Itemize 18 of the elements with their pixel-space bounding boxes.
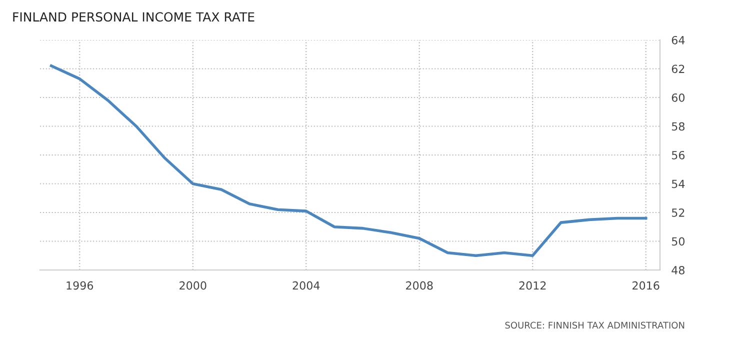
source-note: SOURCE: FINNISH TAX ADMINISTRATION <box>505 322 684 329</box>
x-tick-label: 2000 <box>180 281 206 290</box>
y-tick-label: 54 <box>672 180 685 188</box>
y-tick-label: 48 <box>672 266 684 274</box>
x-tick-label: 2016 <box>632 281 660 290</box>
y-tick-label: 62 <box>672 64 684 74</box>
x-tick-label: 2004 <box>292 281 320 290</box>
chart-title: FINLAND PERSONAL INCOME TAX RATE <box>13 12 254 22</box>
y-tick-label: 58 <box>672 122 684 131</box>
y-tick-label: 50 <box>672 237 685 246</box>
y-tick-label: 60 <box>672 93 685 102</box>
x-tick-label: 2012 <box>519 281 546 290</box>
x-tick-label: 1996 <box>66 281 94 290</box>
x-tick-label: 2008 <box>406 281 433 290</box>
y-tick-label: 52 <box>672 208 684 217</box>
line-series <box>50 64 648 258</box>
y-tick-label: 64 <box>672 36 685 44</box>
y-tick-label: 56 <box>672 150 685 160</box>
